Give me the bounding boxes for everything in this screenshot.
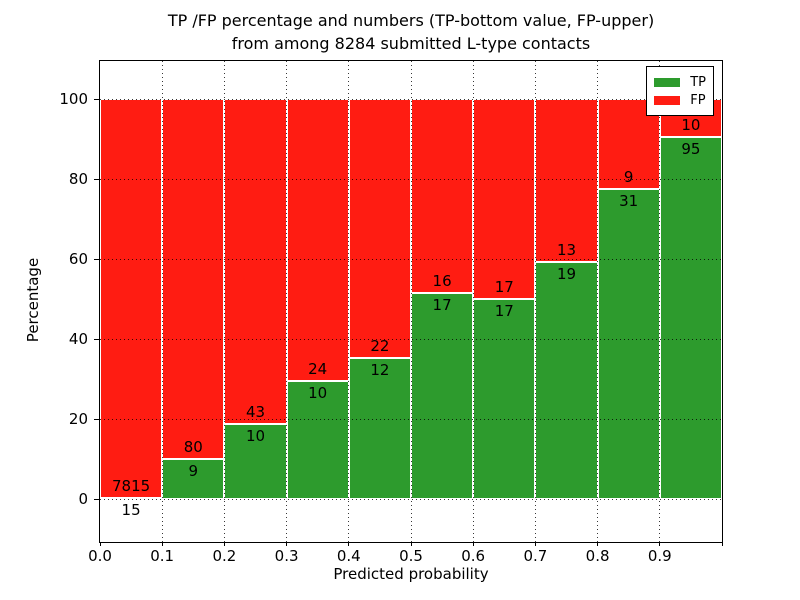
bar-label-tp: 17 bbox=[432, 295, 452, 314]
x-axis-label: Predicted probability bbox=[333, 565, 489, 583]
x-tick-label: 0.4 bbox=[336, 547, 361, 565]
gridline-horizontal bbox=[100, 179, 722, 180]
gridline-vertical bbox=[472, 61, 474, 542]
bar-label-tp: 95 bbox=[681, 140, 701, 159]
bar-segment-fp bbox=[411, 99, 474, 293]
bar-segment-fp bbox=[348, 99, 411, 358]
y-tick-label: 20 bbox=[68, 410, 88, 428]
y-tick-label: 40 bbox=[68, 330, 88, 348]
chart-title-line-1: TP /FP percentage and numbers (TP-bottom… bbox=[167, 11, 655, 30]
gridline-horizontal bbox=[100, 259, 722, 260]
legend-label-tp: TP bbox=[690, 74, 706, 90]
bar-label-tp: 19 bbox=[556, 264, 577, 283]
gridline-horizontal bbox=[100, 499, 722, 500]
y-tick-label: 80 bbox=[68, 170, 88, 188]
legend-entry-tp: TP bbox=[654, 74, 706, 90]
x-tick-label: 0.8 bbox=[585, 547, 610, 565]
bar-segment-tp bbox=[162, 458, 225, 499]
bar-label-fp: 10 bbox=[681, 116, 701, 135]
chart-title-line-2: from among 8284 submitted L-type contact… bbox=[231, 34, 591, 53]
y-tick-mark bbox=[94, 98, 99, 100]
bar-segment-fp bbox=[535, 99, 598, 262]
x-tick-label: 0.7 bbox=[523, 547, 548, 565]
x-tick-mark bbox=[161, 542, 163, 546]
x-tick-mark bbox=[534, 542, 536, 546]
x-tick-mark bbox=[597, 542, 599, 546]
y-tick-mark bbox=[94, 418, 99, 420]
bar-label-tp: 10 bbox=[245, 426, 266, 445]
x-tick-mark bbox=[286, 542, 288, 546]
bar-segment-fp bbox=[100, 99, 163, 499]
bar-segment-tp bbox=[659, 137, 722, 499]
bar-label-tp: 10 bbox=[308, 384, 328, 403]
bar-label-tp: 15 bbox=[121, 501, 141, 520]
bar-label-fp: 17 bbox=[494, 278, 514, 296]
y-tick-label: 100 bbox=[59, 90, 88, 108]
gridline-horizontal bbox=[100, 99, 722, 100]
bar-label-fp: 80 bbox=[183, 437, 203, 456]
bar-segment-fp bbox=[473, 99, 536, 299]
x-tick-label: 0.3 bbox=[274, 547, 299, 565]
bar-segment-tp bbox=[473, 299, 536, 499]
legend-label-fp: FP bbox=[690, 92, 706, 108]
x-tick-label: 0.1 bbox=[150, 547, 175, 565]
x-tick-mark bbox=[410, 542, 412, 546]
gridline-vertical bbox=[534, 61, 536, 542]
gridline-vertical bbox=[659, 61, 661, 542]
x-tick-label: 0.2 bbox=[212, 547, 237, 565]
gridline-vertical bbox=[223, 61, 225, 542]
bar-label-fp: 13 bbox=[556, 240, 577, 259]
bar-label-tp: 31 bbox=[619, 192, 639, 210]
bar-label-fp: 43 bbox=[245, 402, 266, 421]
gridline-vertical bbox=[286, 61, 288, 542]
bar-label-tp: 9 bbox=[188, 461, 199, 480]
bar-label-tp: 12 bbox=[370, 360, 390, 379]
y-tick-mark bbox=[94, 258, 99, 260]
bar-label-fp: 9 bbox=[623, 168, 634, 186]
legend: TP FP bbox=[646, 66, 714, 116]
bar-segment-fp bbox=[224, 99, 287, 424]
tp-color-swatch bbox=[654, 77, 681, 87]
plot-area: TP FP 7815 15 80 9 43 10 24 10 22 12 16 17 17 17 13 19 9… bbox=[99, 60, 723, 543]
gridline-vertical bbox=[348, 61, 350, 542]
bar-segment-tp bbox=[535, 261, 598, 499]
x-tick-label: 0.6 bbox=[461, 547, 486, 565]
bar-segment-tp bbox=[411, 292, 474, 499]
gridline-vertical bbox=[597, 61, 599, 542]
y-tick-label: 0 bbox=[78, 490, 88, 508]
gridline-vertical bbox=[410, 61, 412, 542]
bar-segment-fp bbox=[162, 99, 225, 459]
bar-segment-tp bbox=[286, 381, 349, 499]
bar-segment-tp bbox=[597, 189, 660, 499]
x-tick-mark bbox=[348, 542, 350, 546]
gridline-vertical bbox=[161, 61, 163, 542]
y-tick-label: 60 bbox=[68, 250, 88, 268]
x-tick-mark bbox=[99, 542, 101, 546]
x-tick-mark bbox=[659, 542, 661, 546]
bar-segment-tp bbox=[224, 423, 287, 499]
fp-color-swatch bbox=[654, 95, 681, 105]
x-tick-label: 0.0 bbox=[88, 547, 112, 565]
bar-label-fp: 16 bbox=[432, 271, 452, 290]
x-tick-label: 0.5 bbox=[399, 547, 423, 565]
x-tick-mark bbox=[472, 542, 474, 546]
bar-segment-fp bbox=[286, 99, 349, 382]
y-tick-mark bbox=[94, 178, 99, 180]
x-tick-label: 0.9 bbox=[647, 547, 672, 565]
bar-label-fp: 22 bbox=[370, 336, 390, 355]
bar-label-fp: 7815 bbox=[112, 477, 151, 496]
chart-title: TP /FP percentage and numbers (TP-bottom… bbox=[99, 9, 723, 55]
gridline-horizontal bbox=[100, 339, 722, 340]
y-tick-mark bbox=[94, 498, 99, 500]
bar-segment-tp bbox=[348, 357, 411, 499]
y-tick-mark bbox=[94, 338, 99, 340]
x-tick-mark bbox=[721, 542, 723, 546]
bar-label-tp: 17 bbox=[494, 302, 514, 320]
x-tick-mark bbox=[223, 542, 225, 546]
bar-label-fp: 24 bbox=[308, 360, 328, 379]
gridline-horizontal bbox=[100, 419, 722, 420]
legend-entry-fp: FP bbox=[654, 92, 706, 108]
